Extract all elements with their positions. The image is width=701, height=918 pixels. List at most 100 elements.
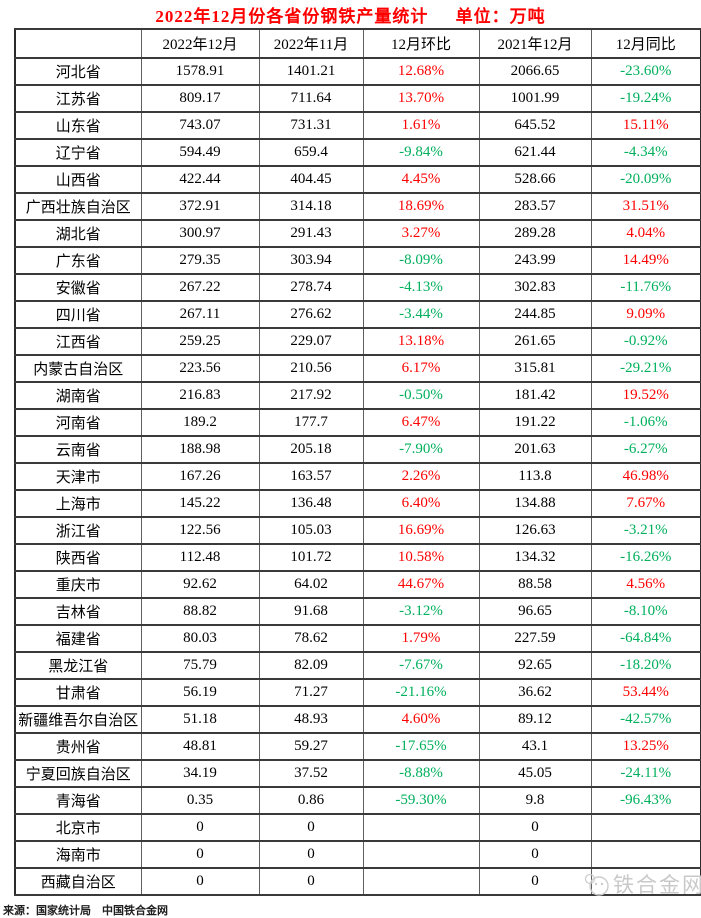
value-cell: 188.98 (140, 435, 260, 464)
steel-production-table: 2022年12月 2022年11月 12月环比 2021年12月 12月同比 河北省 15… (14, 28, 701, 896)
mom-change-cell: 16.69% (362, 516, 480, 545)
value-cell: 1001.99 (478, 84, 592, 113)
value-cell: 45.05 (478, 759, 592, 788)
yoy-change-cell (590, 813, 701, 842)
table-row: 河南省 189.2 177.7 6.47% 191.22 -1.06% (14, 408, 701, 437)
value-cell: 422.44 (140, 165, 260, 194)
table-row: 江西省 259.25 229.07 13.18% 261.65 -0.92% (14, 327, 701, 356)
table-row: 浙江省 122.56 105.03 16.69% 126.63 -3.21% (14, 516, 701, 545)
mom-change-cell: 18.69% (362, 192, 480, 221)
province-cell: 四川省 (14, 300, 142, 329)
province-cell: 北京市 (14, 813, 142, 842)
value-cell: 278.74 (258, 273, 364, 302)
watermark-logo: 铁合金网 (583, 869, 701, 899)
value-cell: 283.57 (478, 192, 592, 221)
mom-change-cell (362, 813, 480, 842)
value-cell: 0 (478, 840, 592, 869)
panda-logo-icon (583, 871, 610, 898)
yoy-change-cell: -11.76% (590, 273, 701, 302)
yoy-change-cell (590, 840, 701, 869)
province-cell: 山西省 (14, 165, 142, 194)
yoy-change-cell: -6.27% (590, 435, 701, 464)
province-cell: 河南省 (14, 408, 142, 437)
value-cell: 189.2 (140, 408, 260, 437)
value-cell: 145.22 (140, 489, 260, 518)
province-cell: 甘肃省 (14, 678, 142, 707)
table-row: 天津市 167.26 163.57 2.26% 113.8 46.98% (14, 462, 701, 491)
value-cell: 51.18 (140, 705, 260, 734)
table-row: 重庆市 92.62 64.02 44.67% 88.58 4.56% (14, 570, 701, 599)
province-cell: 内蒙古自治区 (14, 354, 142, 383)
province-cell: 上海市 (14, 489, 142, 518)
unit-label: 单位：万吨 (455, 7, 546, 26)
province-cell: 贵州省 (14, 732, 142, 761)
value-cell: 267.11 (140, 300, 260, 329)
yoy-change-cell: 4.56% (590, 570, 701, 599)
value-cell: 259.25 (140, 327, 260, 356)
value-cell: 82.09 (258, 651, 364, 680)
province-cell: 浙江省 (14, 516, 142, 545)
yoy-change-cell: 7.67% (590, 489, 701, 518)
value-cell: 0 (140, 867, 260, 896)
value-cell: 0.86 (258, 786, 364, 815)
value-cell: 136.48 (258, 489, 364, 518)
value-cell: 809.17 (140, 84, 260, 113)
value-cell: 2066.65 (478, 57, 592, 86)
table-row: 辽宁省 594.49 659.4 -9.84% 621.44 -4.34% (14, 138, 701, 167)
value-cell: 177.7 (258, 408, 364, 437)
value-cell: 289.28 (478, 219, 592, 248)
value-cell: 210.56 (258, 354, 364, 383)
column-header: 2022年11月 (258, 28, 364, 59)
mom-change-cell: -3.44% (362, 300, 480, 329)
value-cell: 0 (140, 813, 260, 842)
yoy-change-cell: -18.20% (590, 651, 701, 680)
value-cell: 279.35 (140, 246, 260, 275)
province-cell: 西藏自治区 (14, 867, 142, 896)
table-row: 四川省 267.11 276.62 -3.44% 244.85 9.09% (14, 300, 701, 329)
province-cell: 天津市 (14, 462, 142, 491)
value-cell: 92.62 (140, 570, 260, 599)
yoy-change-cell: -1.06% (590, 408, 701, 437)
table-row: 江苏省 809.17 711.64 13.70% 1001.99 -19.24% (14, 84, 701, 113)
column-header: 2022年12月 (140, 28, 260, 59)
table-row: 青海省 0.35 0.86 -59.30% 9.8 -96.43% (14, 786, 701, 815)
value-cell: 191.22 (478, 408, 592, 437)
table-row: 陕西省 112.48 101.72 10.58% 134.32 -16.26% (14, 543, 701, 572)
watermark-text: 铁合金网 (613, 873, 701, 897)
value-cell: 372.91 (140, 192, 260, 221)
mom-change-cell: -0.50% (362, 381, 480, 410)
mom-change-cell: -4.13% (362, 273, 480, 302)
mom-change-cell: -21.16% (362, 678, 480, 707)
yoy-change-cell: 53.44% (590, 678, 701, 707)
yoy-change-cell: -8.10% (590, 597, 701, 626)
province-cell: 河北省 (14, 57, 142, 86)
province-cell: 陕西省 (14, 543, 142, 572)
column-header: 12月同比 (590, 28, 701, 59)
value-cell: 96.65 (478, 597, 592, 626)
yoy-change-cell: 13.25% (590, 732, 701, 761)
value-cell: 134.88 (478, 489, 592, 518)
mom-change-cell: -9.84% (362, 138, 480, 167)
value-cell: 300.97 (140, 219, 260, 248)
value-cell: 88.82 (140, 597, 260, 626)
value-cell: 88.58 (478, 570, 592, 599)
value-cell: 528.66 (478, 165, 592, 194)
table-row: 河北省 1578.91 1401.21 12.68% 2066.65 -23.60% (14, 57, 701, 86)
province-cell: 安徽省 (14, 273, 142, 302)
value-cell: 0.35 (140, 786, 260, 815)
table-row: 山东省 743.07 731.31 1.61% 645.52 15.11% (14, 111, 701, 140)
value-cell: 78.62 (258, 624, 364, 653)
value-cell: 9.8 (478, 786, 592, 815)
column-header: 12月环比 (362, 28, 480, 59)
yoy-change-cell: 15.11% (590, 111, 701, 140)
header-row: 2022年12月 2022年11月 12月环比 2021年12月 12月同比 (14, 28, 701, 59)
value-cell: 80.03 (140, 624, 260, 653)
province-cell: 青海省 (14, 786, 142, 815)
province-cell: 辽宁省 (14, 138, 142, 167)
table-row: 上海市 145.22 136.48 6.40% 134.88 7.67% (14, 489, 701, 518)
province-cell: 湖南省 (14, 381, 142, 410)
yoy-change-cell: 46.98% (590, 462, 701, 491)
yoy-change-cell: 19.52% (590, 381, 701, 410)
province-cell: 云南省 (14, 435, 142, 464)
